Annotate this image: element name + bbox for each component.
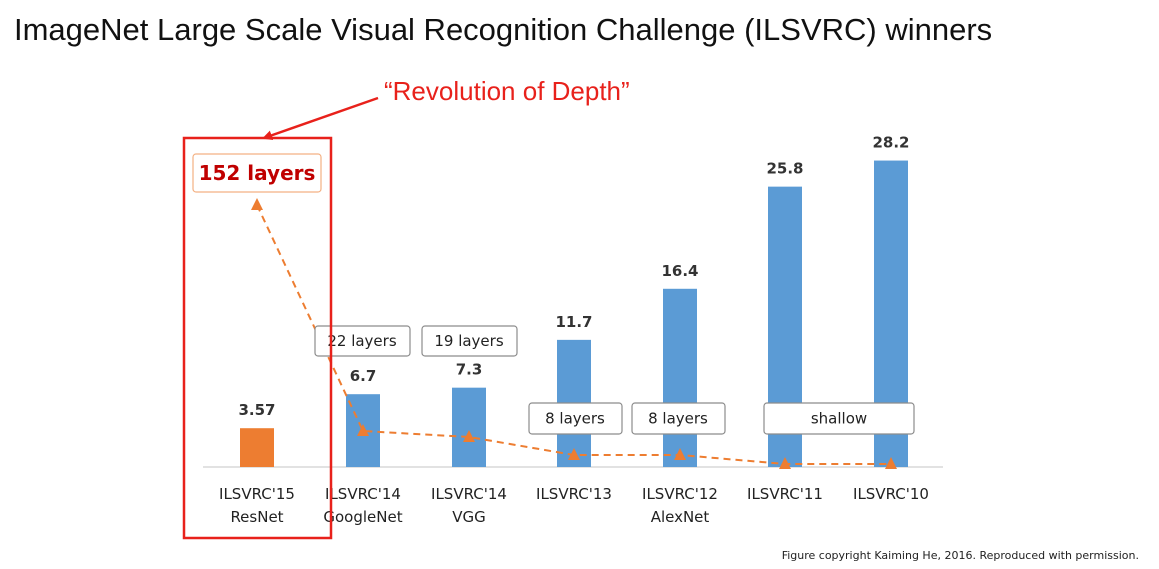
value-label-ilsvrc-10: 28.2	[872, 134, 909, 152]
value-label-ilsvrc-14-vgg: 7.3	[456, 361, 483, 379]
depth-marker-ilsvrc-14-vgg	[463, 430, 475, 442]
depth-marker-ilsvrc-15-resnet	[251, 198, 263, 210]
depth-marker-ilsvrc-12-alexnet	[674, 448, 686, 460]
value-label-ilsvrc-11: 25.8	[766, 160, 803, 178]
value-label-ilsvrc-14-googlenet: 6.7	[350, 367, 377, 385]
bar-ilsvrc-12-alexnet	[663, 288, 697, 467]
category-label-ilsvrc-12-alexnet-line1: ILSVRC'12	[642, 485, 718, 503]
highlight-arrow	[262, 96, 379, 141]
depth-label-ilsvrc-15-resnet: 152 layers	[199, 161, 316, 185]
slide-title: ImageNet Large Scale Visual Recognition …	[14, 12, 993, 47]
depth-label-ilsvrc-14-vgg: 19 layers	[434, 332, 503, 350]
depth-label-ilsvrc-14-googlenet: 22 layers	[327, 332, 396, 350]
category-label-ilsvrc-14-googlenet-line1: ILSVRC'14	[325, 485, 401, 503]
value-label-ilsvrc-15-resnet: 3.57	[238, 401, 275, 419]
value-label-ilsvrc-13: 11.7	[555, 313, 592, 331]
depth-label-ilsvrc-13-box	[528, 402, 623, 435]
resnet-highlight-box	[182, 136, 333, 540]
category-label-ilsvrc-14-vgg-line2: VGG	[452, 508, 486, 526]
depth-marker-ilsvrc-13	[568, 448, 580, 460]
value-label-ilsvrc-12-alexnet: 16.4	[661, 262, 698, 280]
category-label-ilsvrc-13-line1: ILSVRC'13	[536, 485, 612, 503]
depth-label-ilsvrc-14-googlenet-box	[314, 325, 411, 357]
depth-label-ilsvrc-12-alexnet-box	[631, 402, 726, 435]
category-label-ilsvrc-15-resnet-line1: ILSVRC'15	[219, 485, 295, 503]
bar-ilsvrc-15-resnet	[240, 428, 274, 467]
category-label-ilsvrc-14-googlenet-line2: GoogleNet	[323, 508, 402, 526]
depth-label-ilsvrc-11: shallow	[811, 410, 867, 428]
depth-marker-ilsvrc-14-googlenet	[357, 424, 369, 436]
category-label-ilsvrc-10-line1: ILSVRC'10	[853, 485, 929, 503]
depth-marker-ilsvrc-10	[885, 457, 897, 469]
bar-ilsvrc-14-vgg	[452, 387, 486, 467]
depth-marker-ilsvrc-11	[779, 457, 791, 469]
category-label-ilsvrc-14-vgg-line1: ILSVRC'14	[431, 485, 507, 503]
revolution-of-depth-callout: “Revolution of Depth”	[384, 76, 630, 106]
depth-label-ilsvrc-11-box	[763, 402, 915, 435]
depth-label-ilsvrc-14-vgg-box	[421, 325, 518, 357]
category-label-ilsvrc-11-line1: ILSVRC'11	[747, 485, 823, 503]
category-label-ilsvrc-12-alexnet-line2: AlexNet	[651, 508, 710, 526]
figure-credit: Figure copyright Kaiming He, 2016. Repro…	[781, 549, 1139, 562]
depth-label-ilsvrc-15-resnet-box	[192, 153, 322, 193]
category-label-ilsvrc-15-resnet-line2: ResNet	[230, 508, 283, 526]
depth-label-ilsvrc-12-alexnet: 8 layers	[648, 410, 708, 428]
depth-label-ilsvrc-13: 8 layers	[545, 410, 605, 428]
